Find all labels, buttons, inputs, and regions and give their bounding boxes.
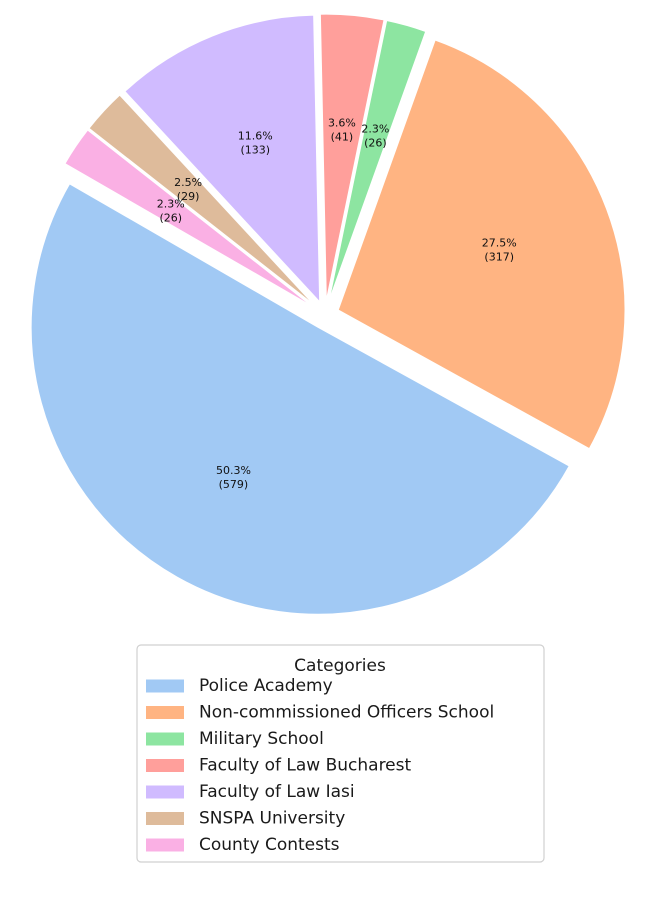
legend-label-county-contests: County Contests bbox=[199, 835, 340, 855]
data-label-count: (579) bbox=[219, 478, 249, 491]
data-label-count: (317) bbox=[484, 250, 514, 263]
data-label-percent: 3.6% bbox=[328, 117, 356, 130]
data-label-count: (133) bbox=[240, 143, 270, 156]
legend-label-faculty-of-law-iasi: Faculty of Law Iasi bbox=[199, 782, 355, 802]
legend-swatch-county-contests bbox=[146, 838, 184, 852]
data-label-percent: 2.3% bbox=[361, 123, 389, 136]
pie-slice-snspa-university bbox=[88, 94, 316, 306]
legend-swatch-non-commissioned-officers-school bbox=[146, 706, 184, 719]
pie-slice-faculty-of-law-bucharest bbox=[319, 13, 385, 302]
data-label-count: (26) bbox=[159, 212, 182, 225]
pie-slice-faculty-of-law-iasi bbox=[123, 14, 321, 304]
legend-label-faculty-of-law-bucharest: Faculty of Law Bucharest bbox=[199, 756, 412, 776]
data-label-faculty-of-law-bucharest: 3.6% (41) bbox=[328, 117, 356, 144]
legend-swatch-faculty-of-law-bucharest bbox=[146, 759, 184, 772]
data-label-county-contests: 2.3% (26) bbox=[157, 198, 185, 225]
data-label-percent: 2.3% bbox=[157, 198, 185, 211]
legend-items: Police Academy Non-commissioned Officers … bbox=[146, 676, 494, 855]
data-label-percent: 2.5% bbox=[174, 176, 202, 189]
legend-swatch-military-school bbox=[146, 732, 184, 746]
legend-title: Categories bbox=[294, 656, 386, 676]
pie-slice-military-school bbox=[328, 19, 427, 302]
legend-swatch-snspa-university bbox=[146, 812, 184, 825]
pie-data-labels: 50.3% (579)27.5% (317)2.3% (26)3.6% (41)11.6… bbox=[157, 117, 517, 492]
pie-slices bbox=[30, 13, 626, 615]
data-label-percent: 11.6% bbox=[238, 129, 273, 142]
data-label-count: (29) bbox=[177, 190, 200, 203]
legend-label-non-commissioned-officers-school: Non-commissioned Officers School bbox=[199, 703, 494, 723]
data-label-count: (41) bbox=[331, 131, 354, 144]
data-label-percent: 27.5% bbox=[482, 236, 517, 249]
data-label-faculty-of-law-iasi: 11.6% (133) bbox=[238, 129, 273, 156]
legend-label-military-school: Military School bbox=[199, 729, 324, 749]
data-label-non-commissioned-officers-school: 27.5% (317) bbox=[482, 236, 517, 263]
data-label-count: (26) bbox=[364, 137, 387, 150]
data-label-snspa-university: 2.5% (29) bbox=[174, 176, 202, 203]
pie-slice-police-academy bbox=[30, 182, 571, 615]
data-label-police-academy: 50.3% (579) bbox=[216, 464, 251, 491]
legend-label-police-academy: Police Academy bbox=[199, 676, 333, 696]
pie-slice-non-commissioned-officers-school bbox=[337, 39, 626, 450]
pie-slice-county-contests bbox=[64, 129, 314, 308]
legend: Categories Police Academy Non-commissione… bbox=[136, 644, 545, 863]
legend-label-snspa-university: SNSPA University bbox=[199, 809, 345, 829]
data-label-military-school: 2.3% (26) bbox=[361, 123, 389, 150]
legend-swatch-faculty-of-law-iasi bbox=[146, 785, 184, 799]
legend-frame bbox=[136, 644, 545, 863]
data-label-percent: 50.3% bbox=[216, 464, 251, 477]
legend-swatch-police-academy bbox=[146, 679, 184, 693]
